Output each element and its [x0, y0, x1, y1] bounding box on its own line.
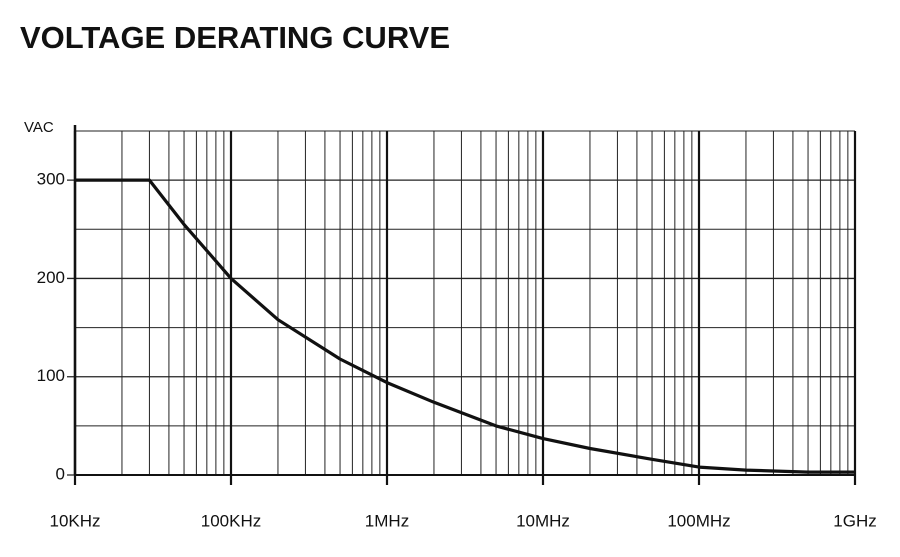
- x-tick-label: 1GHz: [833, 511, 876, 530]
- x-tick-label: 100MHz: [667, 511, 730, 530]
- y-tick-label: 200: [37, 268, 65, 287]
- y-tick-label: 100: [37, 366, 65, 385]
- data-line: [75, 178, 855, 474]
- y-axis-label: VAC: [24, 119, 54, 136]
- x-tick-label: 10MHz: [516, 511, 570, 530]
- chart-title: VOLTAGE DERATING CURVE: [20, 20, 450, 55]
- x-tick-label: 100KHz: [201, 511, 261, 530]
- x-tick-label: 10KHz: [49, 511, 100, 530]
- x-tick-label: 1MHz: [365, 511, 409, 530]
- y-tick-label: 300: [37, 170, 65, 189]
- y-tick-label: 0: [56, 464, 65, 483]
